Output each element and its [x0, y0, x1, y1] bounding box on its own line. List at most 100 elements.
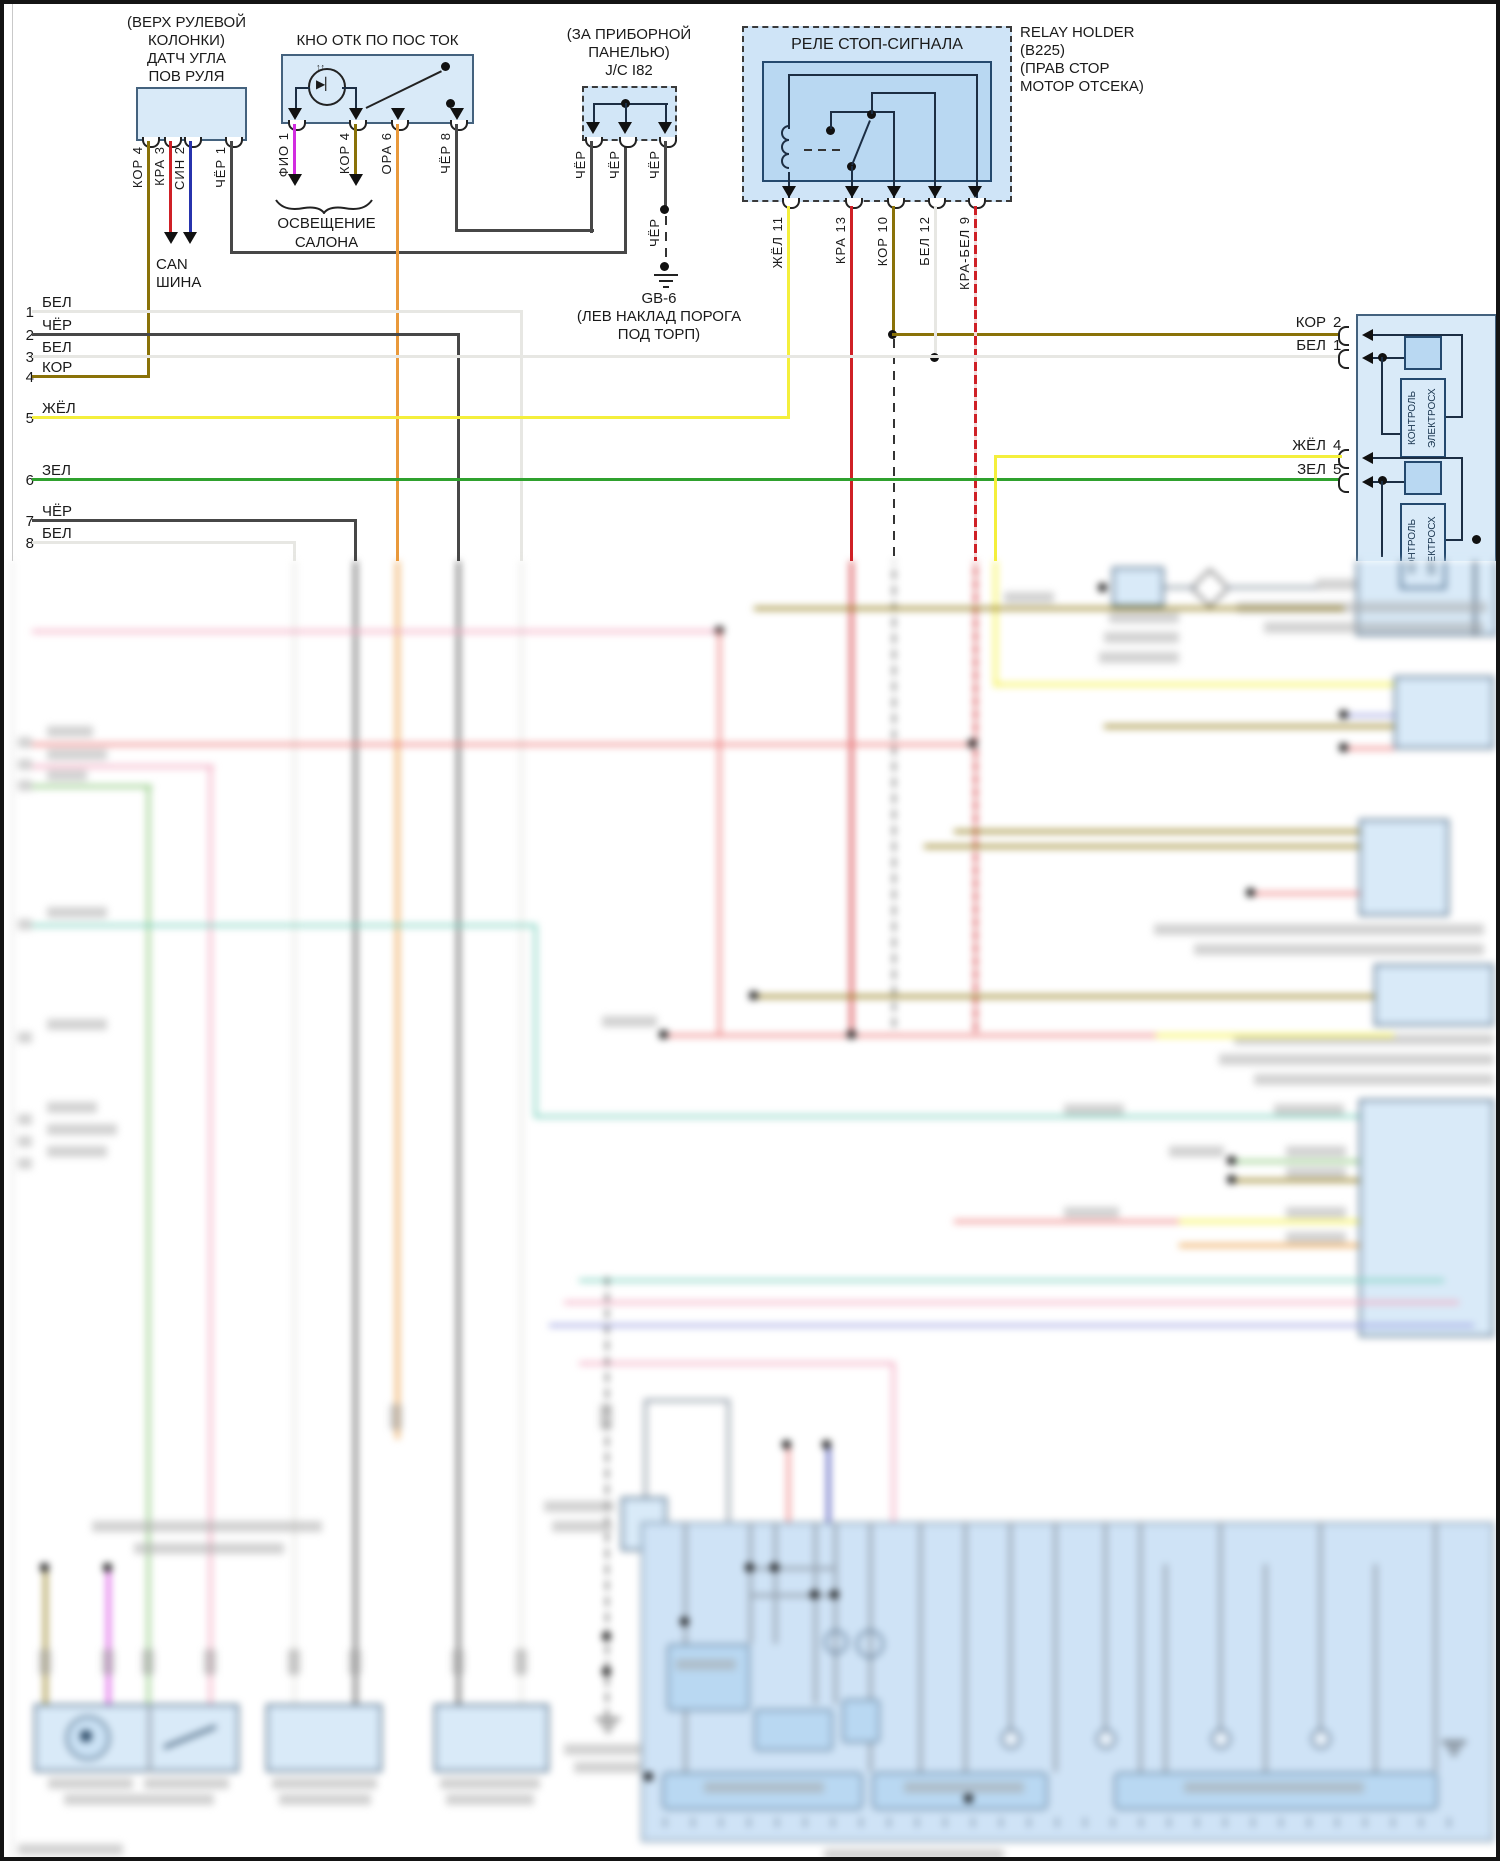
caption-line: (ВЕРХ РУЛЕВОЙ	[126, 14, 247, 31]
connector-arc	[782, 198, 800, 209]
row-number: 4	[25, 369, 34, 386]
blur-label	[47, 907, 107, 918]
blur-connector	[288, 1649, 300, 1675]
blur-box	[434, 1704, 549, 1772]
blur-wire	[954, 1220, 1179, 1223]
blur-wire	[749, 1567, 837, 1570]
arrow-down-icon	[164, 232, 178, 244]
blur-box	[34, 1704, 239, 1772]
blur-circle	[1211, 1729, 1231, 1749]
ground-icon	[654, 274, 678, 288]
blur-wire	[1232, 1179, 1359, 1182]
blur-connector	[452, 1649, 464, 1675]
row-number: 1	[25, 304, 34, 321]
blur-box	[1359, 1099, 1494, 1337]
blur-wire	[749, 1522, 752, 1644]
sharp-region: (ВЕРХ РУЛЕВОЙ КОЛОНКИ) ДАТЧ УГЛА ПОВ РУЛ…	[4, 4, 1496, 561]
wire-kor	[354, 124, 357, 176]
blur-dot	[1339, 710, 1348, 719]
connector-arc	[184, 137, 202, 148]
connector-arc	[288, 120, 306, 131]
blur-wire	[644, 1399, 647, 1522]
blur-dot	[782, 1440, 791, 1449]
row-number: 8	[25, 535, 34, 552]
module-label: КОНТРОЛЬ ЭЛЕКТРОСХ	[1407, 388, 1438, 448]
wire-internal	[665, 103, 667, 127]
switch-contact-dot	[446, 99, 455, 108]
arrow-down-icon	[586, 122, 600, 134]
arrow-down-icon	[782, 186, 796, 198]
blur-label	[18, 1114, 32, 1125]
blur-wire	[994, 683, 1394, 686]
arrow-down-icon	[928, 186, 942, 198]
blur-label	[1286, 1232, 1346, 1243]
blur-inner-box	[667, 1644, 750, 1711]
blur-wire	[107, 1567, 110, 1706]
relay-title: РЕЛЕ СТОП-СИГНАЛА	[791, 36, 963, 53]
blur-wire	[354, 561, 357, 1706]
wire-internal	[355, 87, 357, 117]
switch-contact-dot	[441, 62, 450, 71]
blur-wire	[520, 561, 523, 1706]
wire-internal	[295, 87, 310, 89]
blur-label	[1264, 622, 1484, 633]
blur-wire	[1374, 1564, 1377, 1772]
wire-cher-dashed	[665, 216, 667, 264]
blur-label	[47, 726, 93, 737]
wire-ora	[396, 124, 399, 561]
row-number: 7	[25, 513, 34, 530]
pin-label-kor10: КОР 10	[875, 216, 890, 267]
blur-label	[1064, 1207, 1119, 1218]
connector-arc	[142, 137, 160, 148]
row-color-label: ЧЁР	[42, 503, 73, 520]
blur-wire	[1009, 1522, 1012, 1732]
blur-dot	[770, 1563, 779, 1572]
wire-internal	[594, 103, 668, 105]
dome-note: ОСВЕЩЕНИЕ САЛОНА	[244, 214, 409, 252]
blur-wire	[1139, 1522, 1142, 1772]
wire-zel	[32, 478, 1342, 481]
arrow-down-icon	[618, 122, 632, 134]
wire-internal	[788, 74, 790, 129]
blur-label	[1154, 924, 1484, 935]
caption-line: КОЛОНКИ)	[148, 32, 225, 49]
blur-label	[279, 1794, 371, 1805]
blur-label	[47, 749, 107, 760]
wire-bel	[32, 355, 1342, 358]
wire-krabel	[974, 206, 977, 561]
blur-connector	[600, 1404, 612, 1430]
blur-wire	[32, 924, 537, 927]
blur-label	[144, 1778, 229, 1789]
splice-dot	[1378, 476, 1387, 485]
blur-doc-number	[18, 1844, 123, 1855]
blur-wire	[774, 1522, 777, 1644]
blur-wire	[850, 561, 853, 1036]
blur-inner-box	[754, 1709, 833, 1751]
blur-wire	[1344, 747, 1394, 750]
connector-arc	[225, 137, 243, 148]
blur-circle	[856, 1630, 884, 1658]
caption-line: RELAY HOLDER	[1020, 24, 1135, 41]
blur-label	[564, 1744, 649, 1755]
module-block	[1404, 461, 1442, 495]
splice-dot	[660, 205, 669, 214]
wire-cher	[457, 333, 460, 561]
wire-internal	[976, 74, 978, 206]
wire-cher	[230, 141, 233, 253]
blur-label	[64, 1794, 214, 1805]
blur-wire	[994, 561, 997, 687]
blur-label	[1286, 1167, 1346, 1178]
blur-dot	[680, 1617, 689, 1626]
ground-wire-label: ЧЁР	[647, 218, 662, 248]
blur-label	[1286, 1207, 1346, 1218]
pin-label-kra13: КРА 13	[833, 216, 848, 265]
blur-label	[1237, 602, 1487, 613]
wire-internal	[342, 87, 357, 89]
blur-dot	[103, 1563, 112, 1572]
led-glyph: ▶▏	[316, 77, 335, 91]
blur-wire	[924, 845, 1359, 848]
wire-kor	[892, 206, 895, 335]
connector-arc	[1338, 473, 1349, 493]
arrow-down-icon	[288, 174, 302, 186]
wire-bel	[32, 310, 522, 313]
